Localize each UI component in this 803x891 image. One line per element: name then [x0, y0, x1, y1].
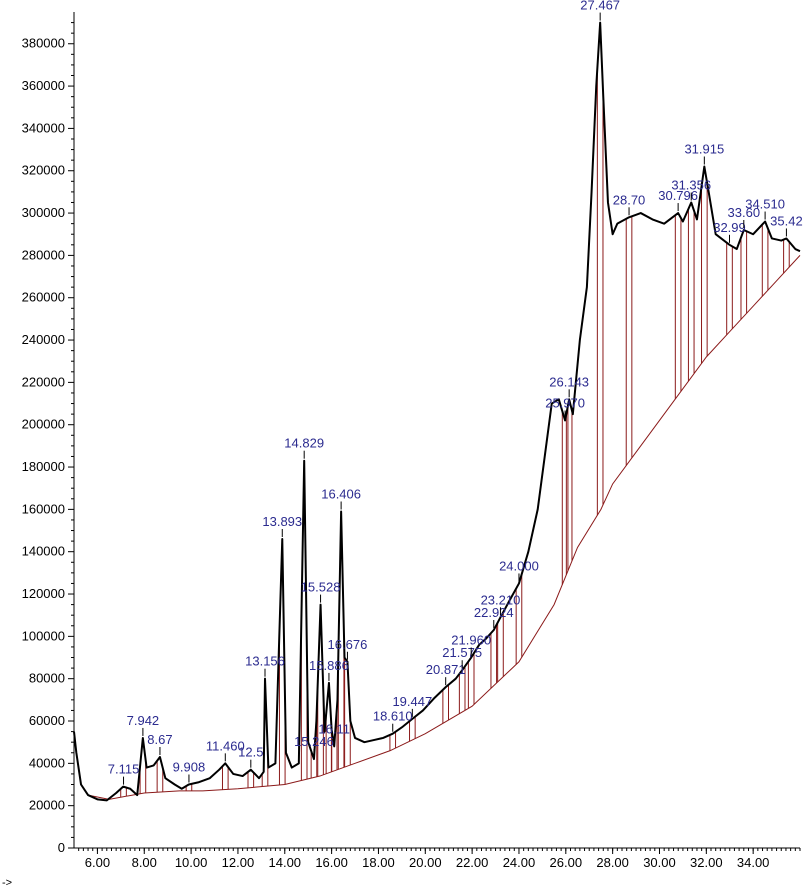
signal-trace — [73, 21, 801, 802]
integration-baseline — [87, 255, 801, 800]
x-tick-label: 26.00 — [550, 855, 583, 870]
peak-label: 16.406 — [321, 486, 361, 501]
peak-label: 19.447 — [392, 694, 432, 709]
x-tick-label: 32.00 — [690, 855, 723, 870]
x-tick-label: 12.00 — [222, 855, 255, 870]
y-tick-label: 360000 — [22, 78, 65, 93]
peak-label: 34.510 — [745, 197, 785, 212]
y-tick-label: 380000 — [22, 36, 65, 51]
peak-label: 7.942 — [127, 713, 160, 728]
y-tick-label: 0 — [58, 840, 65, 855]
peak-label: 35.42 — [770, 213, 803, 228]
peak-label: 14.829 — [284, 436, 324, 451]
y-tick-label: 200000 — [22, 417, 65, 432]
y-tick-label: 280000 — [22, 247, 65, 262]
peak-label: 15.528 — [301, 580, 341, 595]
y-tick-label: 140000 — [22, 544, 65, 559]
peak-label: 32.99 — [713, 220, 746, 235]
y-tick-label: 220000 — [22, 374, 65, 389]
peak-label: 26.143 — [549, 374, 589, 389]
y-tick-label: 60000 — [29, 713, 65, 728]
y-tick-label: 240000 — [22, 332, 65, 347]
x-tick-label: 20.00 — [409, 855, 442, 870]
peak-label: 16.11 — [318, 721, 350, 736]
peak-label: 16.676 — [328, 637, 368, 652]
peak-label: 15.886 — [309, 658, 349, 673]
peak-label: 33.60 — [728, 205, 761, 220]
peak-label: 9.908 — [173, 760, 206, 775]
peak-label: 22.924 — [474, 605, 514, 620]
peak-label: 15.246 — [294, 734, 334, 749]
peak-label: 23.210 — [481, 592, 521, 607]
peak-label: 11.460 — [206, 738, 245, 753]
peak-label: 12.5 — [238, 745, 263, 760]
x-tick-label: 8.00 — [132, 855, 157, 870]
peak-label: 27.467 — [580, 0, 620, 13]
y-tick-label: 320000 — [22, 163, 65, 178]
x-tick-label: 14.00 — [269, 855, 302, 870]
x-tick-label: 24.00 — [503, 855, 536, 870]
peak-label: 31.356 — [671, 177, 711, 192]
peak-label: 13.893 — [262, 514, 302, 529]
peak-label: 13.156 — [245, 654, 285, 669]
peak-label: 18.610 — [373, 709, 413, 724]
peak-label: 21.960 — [451, 633, 491, 648]
y-tick-label: 20000 — [29, 798, 65, 813]
peak-label: 8.67 — [147, 732, 172, 747]
x-tick-label: 6.00 — [85, 855, 110, 870]
y-tick-label: 340000 — [22, 120, 65, 135]
y-tick-label: 40000 — [29, 755, 65, 770]
x-tick-label: 10.00 — [175, 855, 208, 870]
peak-label: 20.871 — [426, 662, 466, 677]
signal-line — [73, 21, 801, 802]
y-tick-label: 80000 — [29, 671, 65, 686]
x-tick-label: 30.00 — [643, 855, 676, 870]
peak-label: 31.915 — [684, 142, 724, 157]
y-tick-label: 120000 — [22, 586, 65, 601]
y-tick-label: 300000 — [22, 205, 65, 220]
peak-label: 30.796 — [658, 188, 698, 203]
x-tick-label: 28.00 — [596, 855, 629, 870]
peak-label: 25.970 — [545, 395, 585, 410]
x-tick-label: 16.00 — [315, 855, 348, 870]
peak-label: 28.70 — [613, 192, 646, 207]
y-tick-label: 160000 — [22, 501, 65, 516]
peak-label: 7.115 — [108, 762, 140, 777]
x-tick-label: 34.00 — [737, 855, 770, 870]
y-tick-label: 260000 — [22, 290, 65, 305]
y-tick-label: 180000 — [22, 459, 65, 474]
x-axis-arrow: -> — [2, 877, 12, 889]
x-tick-label: 22.00 — [456, 855, 489, 870]
peak-label: 21.575 — [442, 645, 482, 660]
x-tick-label: 18.00 — [362, 855, 395, 870]
peak-label: 24.000 — [499, 558, 539, 573]
chart-axes: 0 20000 40000 60000 80000 100000 120000 140000 1… — [2, 12, 801, 889]
y-tick-label: 100000 — [22, 628, 65, 643]
